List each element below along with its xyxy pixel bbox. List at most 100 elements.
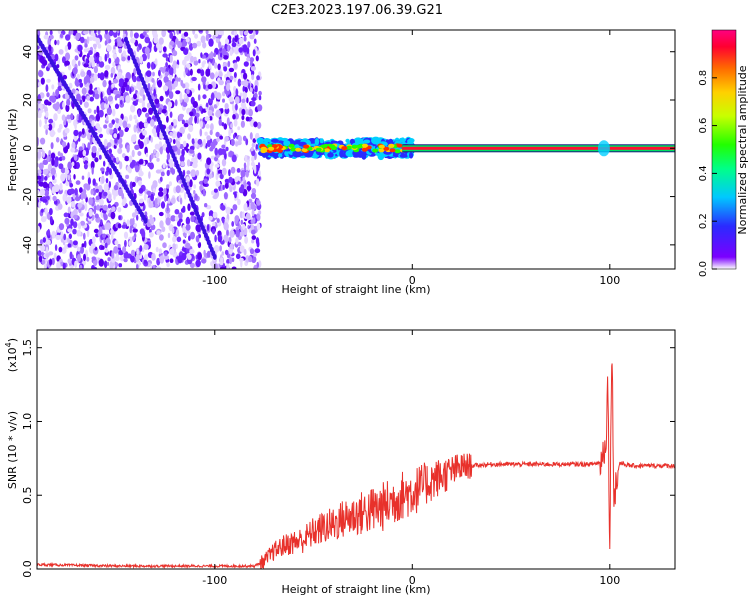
noise-speck <box>93 66 98 74</box>
noise-speck <box>151 78 155 83</box>
noise-speck <box>106 107 112 116</box>
noise-speck <box>68 233 73 240</box>
noise-speck <box>250 66 256 71</box>
noise-speck <box>228 96 234 102</box>
noise-speck <box>37 45 40 50</box>
noise-speck <box>225 79 231 85</box>
noise-speck <box>183 31 189 37</box>
noise-speck <box>134 165 140 173</box>
noise-speck <box>67 206 71 214</box>
noise-speck <box>197 252 203 261</box>
noise-speck <box>189 179 193 188</box>
noise-speckle-field <box>37 30 263 269</box>
noise-speck <box>172 236 177 243</box>
noise-speck <box>88 197 93 206</box>
noise-speck <box>169 40 175 46</box>
noise-speck <box>182 83 186 89</box>
noise-speck <box>152 188 156 193</box>
noise-speck <box>219 135 224 140</box>
noise-speck <box>208 61 211 70</box>
noise-speck <box>89 136 93 145</box>
noise-speck <box>208 98 213 104</box>
noise-speck <box>230 166 236 174</box>
noise-speck <box>225 146 229 152</box>
noise-speck <box>229 150 233 158</box>
noise-speck <box>111 119 115 125</box>
noise-speck <box>216 137 220 142</box>
noise-speck <box>166 169 170 177</box>
noise-speck <box>57 85 63 92</box>
noise-speck <box>82 96 86 103</box>
noise-speck <box>169 111 173 118</box>
noise-speck <box>104 40 108 46</box>
noise-speck <box>113 31 118 38</box>
noise-speck <box>178 218 183 223</box>
noise-speck <box>118 263 123 268</box>
noise-speck <box>117 243 121 248</box>
noise-speck <box>165 56 169 62</box>
noise-speck <box>114 123 120 129</box>
noise-speck <box>59 33 64 39</box>
noise-speck <box>256 213 261 221</box>
noise-speck <box>181 119 185 125</box>
noise-speck <box>51 84 55 90</box>
noise-speck <box>221 48 227 56</box>
noise-speck <box>64 52 71 61</box>
noise-speck <box>258 170 261 177</box>
noise-speck <box>213 52 217 58</box>
noise-speck <box>43 124 49 130</box>
noise-speck <box>79 246 85 254</box>
noise-speck <box>119 99 123 105</box>
noise-speck <box>132 235 135 241</box>
noise-speck <box>150 224 156 231</box>
noise-speck <box>210 161 214 167</box>
noise-speck <box>72 221 78 229</box>
noise-speck <box>244 155 248 162</box>
noise-speck <box>178 30 182 34</box>
noise-speck <box>110 66 116 75</box>
noise-speck <box>121 85 126 94</box>
noise-speck <box>154 143 160 150</box>
noise-speck <box>115 94 121 98</box>
noise-speck <box>96 55 99 65</box>
band-speck <box>292 150 302 158</box>
noise-speck <box>111 206 116 212</box>
noise-speck <box>189 145 195 151</box>
noise-speck <box>104 70 109 78</box>
noise-speck <box>156 257 161 266</box>
noise-speck <box>55 101 60 110</box>
noise-speck <box>223 192 228 200</box>
noise-speck <box>103 183 109 192</box>
noise-speck <box>215 131 220 138</box>
noise-speck <box>231 266 237 269</box>
noise-speck <box>193 60 199 66</box>
noise-speck <box>103 160 106 167</box>
band-speck <box>327 152 334 158</box>
noise-speck <box>239 257 244 262</box>
noise-speck <box>104 53 108 62</box>
noise-speck <box>58 123 63 130</box>
noise-speck <box>151 84 155 91</box>
noise-speck <box>217 63 221 71</box>
noise-speck <box>54 53 59 62</box>
noise-speck <box>189 211 195 216</box>
noise-speck <box>254 248 261 254</box>
noise-speck <box>201 61 205 68</box>
noise-speck <box>253 38 257 44</box>
noise-speck <box>249 132 253 140</box>
noise-speck <box>163 188 167 195</box>
noise-speck <box>103 191 108 197</box>
noise-speck <box>252 49 256 57</box>
snr-scale-prefix: (x10 <box>6 347 19 372</box>
noise-speck <box>221 144 226 149</box>
noise-speck <box>253 264 258 269</box>
noise-speck <box>136 214 139 221</box>
noise-speck <box>37 151 42 159</box>
band-speck <box>409 152 414 159</box>
noise-speck <box>224 182 229 189</box>
noise-speck <box>179 179 183 184</box>
noise-speck <box>38 49 44 56</box>
noise-speck <box>58 246 63 253</box>
noise-speck <box>64 45 69 52</box>
noise-speck <box>153 149 156 154</box>
